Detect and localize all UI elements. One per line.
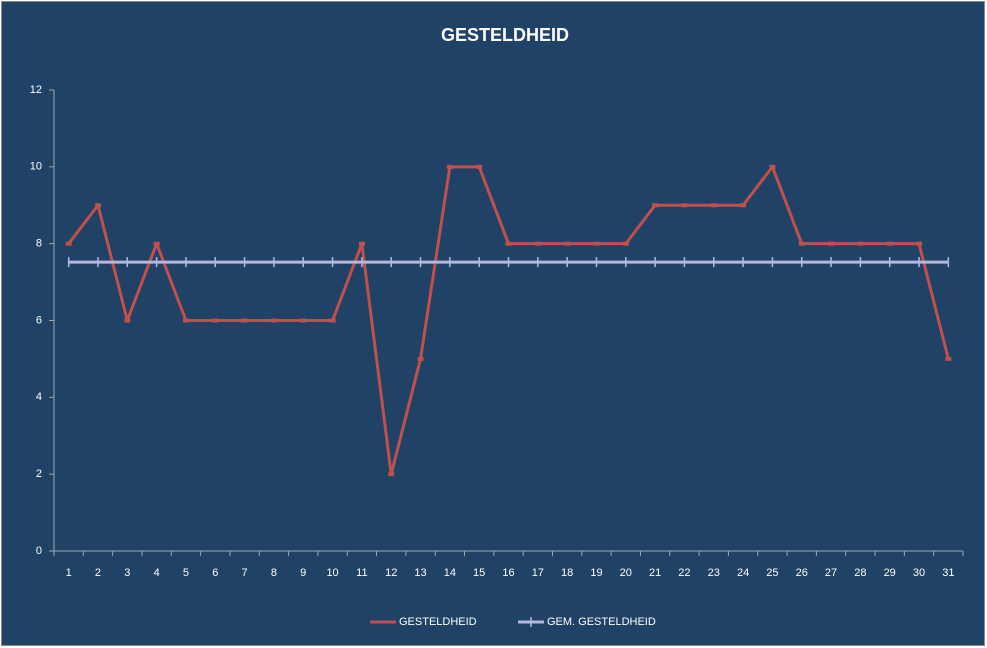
legend-label: GESTELDHEID [399,616,477,628]
x-tick-label: 9 [300,567,306,579]
x-tick-label: 19 [590,567,602,579]
x-tick-label: 1 [66,567,72,579]
x-tick-label: 22 [678,567,690,579]
y-tick-label: 2 [36,468,42,480]
x-tick-label: 2 [95,567,101,579]
y-tick-label: 10 [30,161,42,173]
y-tick-label: 4 [36,391,42,403]
x-tick-label: 30 [913,567,925,579]
x-tick-label: 12 [385,567,397,579]
y-tick-label: 8 [36,238,42,250]
chart-title: GESTELDHEID [441,25,569,45]
x-tick-label: 29 [884,567,896,579]
x-tick-label: 10 [326,567,338,579]
x-tick-label: 6 [212,567,218,579]
x-tick-label: 17 [532,567,544,579]
x-tick-label: 14 [444,567,456,579]
x-tick-label: 24 [737,567,749,579]
x-tick-label: 23 [708,567,720,579]
x-tick-label: 25 [766,567,778,579]
x-tick-label: 8 [271,567,277,579]
x-tick-label: 3 [124,567,130,579]
x-tick-label: 28 [854,567,866,579]
x-tick-label: 16 [502,567,514,579]
x-tick-label: 4 [154,567,160,579]
y-tick-label: 6 [36,314,42,326]
x-tick-label: 7 [242,567,248,579]
x-tick-label: 15 [473,567,485,579]
x-tick-label: 31 [942,567,954,579]
x-tick-label: 20 [620,567,632,579]
x-tick-label: 13 [414,567,426,579]
x-tick-label: 27 [825,567,837,579]
legend-label: GEM. GESTELDHEID [547,616,656,628]
x-tick-label: 11 [356,567,367,579]
x-tick-label: 5 [183,567,189,579]
y-tick-label: 0 [36,545,42,557]
x-tick-label: 18 [561,567,573,579]
x-tick-label: 26 [796,567,808,579]
y-tick-label: 12 [30,84,42,96]
x-tick-label: 21 [649,567,661,579]
